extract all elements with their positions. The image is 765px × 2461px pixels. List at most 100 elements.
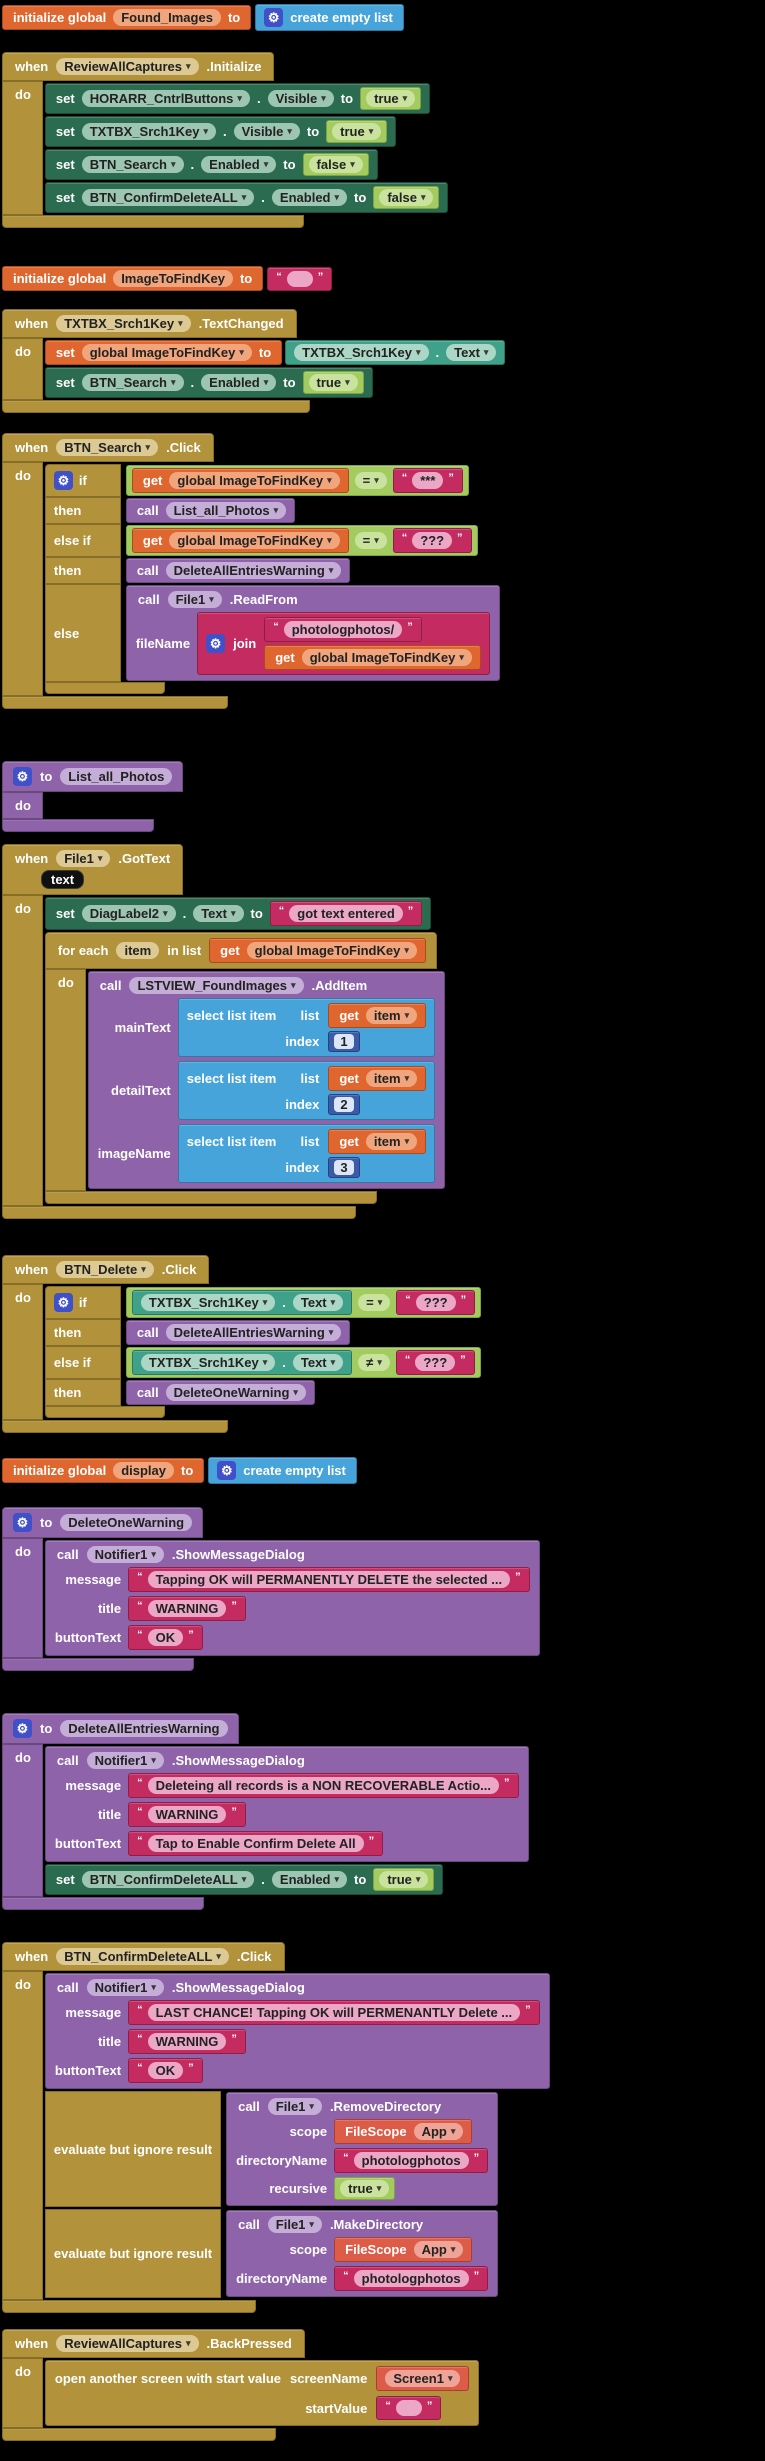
component-dropdown[interactable]: File1 ▾	[267, 2098, 322, 2115]
global-variable-dropdown[interactable]: global ImageToFindKey ▾	[169, 532, 340, 549]
logic-value-block[interactable]: true ▾	[334, 2177, 396, 2200]
call-file-readfrom-block[interactable]: call File1 ▾ .ReadFrom fileName ⚙	[125, 585, 500, 681]
mutator-gear-icon[interactable]: ⚙	[217, 1461, 237, 1480]
string-field[interactable]: OK	[147, 1629, 184, 1646]
logic-value-block[interactable]: true ▾	[326, 120, 388, 143]
component-dropdown[interactable]: TXTBX_Srch1Key ▾	[140, 1354, 276, 1371]
string-block[interactable]: “ WARNING ”	[128, 1596, 246, 1621]
block-procedure-deleteallentrieswarning[interactable]: ⚙ to DeleteAllEntriesWarning do call Not…	[2, 1713, 529, 1910]
number-block[interactable]: 3	[328, 1157, 360, 1178]
create-empty-list-block[interactable]: ⚙ create empty list	[208, 1457, 357, 1484]
select-list-item-block[interactable]: select list item list get item ▾ index	[177, 1061, 436, 1120]
logic-value-block[interactable]: false ▾	[373, 186, 440, 209]
global-variable-dropdown[interactable]: global ImageToFindKey ▾	[81, 344, 252, 361]
component-dropdown[interactable]: BTN_ConfirmDeleteALL ▾	[81, 1871, 255, 1888]
set-property-block[interactable]: set BTN_Search ▾ . Enabled ▾ to true ▾	[44, 367, 373, 398]
property-dropdown[interactable]: Text ▾	[292, 1294, 344, 1311]
string-field[interactable]: WARNING	[147, 1806, 227, 1823]
call-file-removedirectory-block[interactable]: call File1 ▾ .RemoveDirectory scope FileS…	[226, 2092, 499, 2206]
set-global-row[interactable]: set global ImageToFindKey ▾ to TXTBX_Srch…	[44, 340, 506, 365]
block-procedure-deleteonewarning[interactable]: ⚙ to DeleteOneWarning do call Notifier1 ▾…	[2, 1507, 540, 1671]
procedure-dropdown[interactable]: List_all_Photos ▾	[165, 502, 287, 519]
string-block[interactable]: “ OK ”	[128, 1625, 203, 1650]
mutator-gear-icon[interactable]: ⚙	[13, 1719, 32, 1738]
procedure-name-field[interactable]: List_all_Photos	[60, 768, 173, 785]
string-field[interactable]: ???	[415, 1354, 456, 1371]
string-block[interactable]: “ photologphotos ”	[334, 2148, 489, 2173]
global-variable-dropdown[interactable]: global ImageToFindKey ▾	[169, 472, 340, 489]
empty-string-block[interactable]: “ ”	[267, 266, 333, 291]
component-dropdown[interactable]: ReviewAllCaptures ▾	[56, 2335, 199, 2352]
call-procedure-block[interactable]: call DeleteOneWarning ▾	[125, 1380, 315, 1405]
mutator-gear-icon[interactable]: ⚙	[264, 8, 284, 27]
logic-value-block[interactable]: true ▾	[373, 1868, 435, 1891]
operator-dropdown[interactable]: = ▾	[354, 472, 387, 489]
mutator-gear-icon[interactable]: ⚙	[13, 1513, 32, 1532]
call-procedure-block[interactable]: call List_all_Photos ▾	[125, 498, 296, 523]
filescope-block[interactable]: FileScope App ▾	[334, 2237, 473, 2262]
component-dropdown[interactable]: File1 ▾	[167, 591, 222, 608]
block-init-global-found-images[interactable]: initialize global Found_Images to ⚙ crea…	[2, 4, 404, 31]
logic-dropdown[interactable]: true ▾	[379, 1871, 429, 1888]
block-procedure-list-all-photos[interactable]: ⚙ to List_all_Photos do	[2, 761, 184, 832]
select-list-item-block[interactable]: select list item list get item ▾ index	[177, 1124, 436, 1183]
block-when-reviewallcaptures-backpressed[interactable]: when ReviewAllCaptures ▾ .BackPressed do …	[2, 2329, 480, 2441]
string-field[interactable]: photologphotos	[353, 2152, 469, 2169]
string-block[interactable]: “ Tap to Enable Confirm Delete All ”	[128, 1831, 384, 1856]
get-global-block[interactable]: get global ImageToFindKey ▾	[209, 938, 426, 963]
component-dropdown[interactable]: HORARR_CntrlButtons ▾	[81, 90, 250, 107]
logic-dropdown[interactable]: true ▾	[308, 374, 358, 391]
property-dropdown[interactable]: Text ▾	[292, 1354, 344, 1371]
set-property-block[interactable]: set DiagLabel2 ▾ . Text ▾ to “ got text en…	[44, 897, 432, 930]
equals-comparison-block[interactable]: get global ImageToFindKey ▾ = ▾ “ *** ”	[125, 465, 469, 496]
component-property-getter-block[interactable]: TXTBX_Srch1Key ▾ . Text ▾	[285, 340, 506, 365]
procedure-name-field[interactable]: DeleteOneWarning	[60, 1514, 193, 1531]
property-dropdown[interactable]: Enabled ▾	[271, 189, 348, 206]
filescope-dropdown[interactable]: App ▾	[413, 2241, 464, 2258]
join-block[interactable]: ⚙ join “ photologphotos/ ”	[197, 612, 490, 675]
component-dropdown[interactable]: BTN_Delete ▾	[56, 1261, 154, 1278]
string-block[interactable]: “ *** ”	[392, 468, 463, 493]
screen-dropdown[interactable]: Screen1 ▾	[385, 2370, 461, 2387]
evaluate-ignore-row[interactable]: evaluate but ignore result call File1 ▾ .…	[44, 2091, 499, 2207]
init-global-block[interactable]: initialize global Found_Images to	[2, 5, 252, 30]
logic-dropdown[interactable]: true ▾	[332, 123, 382, 140]
get-item-block[interactable]: get item ▾	[328, 1066, 427, 1091]
component-dropdown[interactable]: TXTBX_Srch1Key ▾	[294, 344, 429, 361]
set-property-block[interactable]: set BTN_Search ▾ . Enabled ▾ to false ▾	[44, 149, 378, 180]
number-field[interactable]: 3	[334, 1160, 354, 1175]
call-procedure-block[interactable]: call DeleteAllEntriesWarning ▾	[125, 1320, 351, 1345]
get-item-block[interactable]: get item ▾	[328, 1003, 427, 1028]
string-field[interactable]: photologphotos/	[283, 621, 403, 638]
string-block[interactable]: “ LAST CHANCE! Tapping OK will PERMENANT…	[128, 2000, 540, 2025]
string-field[interactable]: WARNING	[147, 1600, 227, 1617]
logic-dropdown[interactable]: true ▾	[340, 2180, 390, 2197]
equals-comparison-block[interactable]: TXTBX_Srch1Key ▾ . Text ▾ = ▾ “ ??? ”	[125, 1287, 482, 1318]
logic-dropdown[interactable]: true ▾	[366, 90, 416, 107]
if-block[interactable]: ⚙ if TXTBX_Srch1Key ▾ . Text ▾ = ▾	[44, 1286, 482, 1418]
set-property-block[interactable]: set HORARR_CntrlButtons ▾ . Visible ▾ to t…	[44, 83, 431, 114]
component-dropdown[interactable]: BTN_ConfirmDeleteALL ▾	[56, 1948, 229, 1965]
component-dropdown[interactable]: TXTBX_Srch1Key ▾	[56, 315, 191, 332]
block-when-btn-delete-click[interactable]: when BTN_Delete ▾ .Click do ⚙ if	[2, 1255, 482, 1433]
string-field[interactable]: photologphotos	[353, 2270, 469, 2287]
block-init-global-imagetofindkey[interactable]: initialize global ImageToFindKey to “ ”	[2, 266, 333, 291]
string-field[interactable]: ???	[412, 532, 453, 549]
property-dropdown[interactable]: Visible ▾	[267, 90, 334, 107]
call-procedure-block[interactable]: call DeleteAllEntriesWarning ▾	[125, 558, 351, 583]
component-dropdown[interactable]: ReviewAllCaptures ▾	[56, 58, 199, 75]
string-block[interactable]: “ OK ”	[128, 2058, 203, 2083]
call-notifier-showmessagedialog-block[interactable]: call Notifier1 ▾ .ShowMessageDialog messa…	[44, 1540, 540, 1656]
init-global-block[interactable]: initialize global display to	[2, 1458, 205, 1483]
component-property-getter-block[interactable]: TXTBX_Srch1Key ▾ . Text ▾	[131, 1350, 353, 1375]
empty-do-socket[interactable]	[43, 792, 155, 819]
property-dropdown[interactable]: Text ▾	[193, 905, 244, 922]
logic-value-block[interactable]: true ▾	[360, 87, 422, 110]
procedure-dropdown[interactable]: DeleteOneWarning ▾	[165, 1384, 306, 1401]
variable-name-field[interactable]: ImageToFindKey	[113, 270, 233, 287]
logic-dropdown[interactable]: false ▾	[379, 189, 434, 206]
call-notifier-showmessagedialog-block[interactable]: call Notifier1 ▾ .ShowMessageDialog messa…	[44, 1746, 529, 1862]
variable-dropdown[interactable]: item ▾	[365, 1133, 418, 1150]
mutator-gear-icon[interactable]: ⚙	[53, 1293, 73, 1312]
block-init-global-display[interactable]: initialize global display to ⚙ create em…	[2, 1457, 357, 1484]
